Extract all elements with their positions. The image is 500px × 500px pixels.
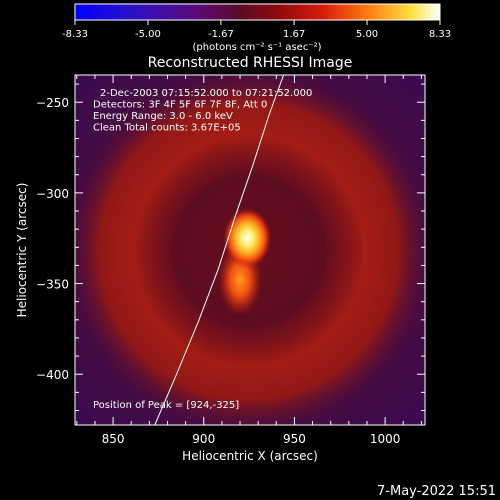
y-tick-label: −350: [36, 278, 69, 292]
annotation-line: Clean Total counts: 3.67E+05: [93, 123, 241, 134]
colorbar-tick-label: 5.00: [356, 29, 378, 40]
y-axis: −250 −300 −350 −400: [36, 83, 425, 411]
colorbar: -8.33 -5.00 -1.67 1.67 5.00 8.33 (photons cm⁻…: [62, 3, 451, 53]
footer-date: 7-May-2022 15:51: [377, 484, 496, 499]
x-tick-label: 1000: [370, 432, 401, 446]
y-axis-label: Heliocentric Y (arcsec): [15, 183, 29, 318]
colorbar-tick-label: -5.00: [135, 29, 161, 40]
y-tick-label: −300: [36, 187, 69, 201]
colorbar-tick-label: -8.33: [62, 29, 88, 40]
colorbar-tick-label: -1.67: [208, 29, 234, 40]
annotation-line: Detectors: 3F 4F 5F 6F 7F 8F, Att 0: [93, 100, 267, 111]
annotation-line: Energy Range: 3.0 - 6.0 keV: [93, 111, 233, 122]
y-tick-label: −400: [36, 368, 69, 382]
annotations: 2-Dec-2003 07:15:52.000 to 07:21:52.000D…: [93, 88, 312, 134]
annotation-line: 2-Dec-2003 07:15:52.000 to 07:21:52.000: [100, 88, 312, 99]
peak-position-label: Position of Peak = [924,-325]: [93, 400, 239, 411]
plot-frame: [74, 74, 426, 426]
colorbar-unit-label: (photons cm⁻² s⁻¹ asec⁻²): [192, 42, 321, 53]
image-emission-layer: [75, 75, 425, 425]
colorbar-tick-label: 1.67: [283, 29, 305, 40]
colorbar-ticks: -8.33 -5.00 -1.67 1.67 5.00 8.33: [62, 20, 451, 40]
heatmap-image: [75, 75, 425, 425]
x-tick-label: 950: [283, 432, 306, 446]
chart-title: Reconstructed RHESSI Image: [148, 55, 353, 71]
peak-source: [223, 208, 272, 269]
x-tick-label: 900: [192, 432, 215, 446]
solar-limb-line: [154, 75, 285, 425]
x-axis: 850 900 950 1000: [76, 75, 422, 446]
colorbar-tick-label: 8.33: [429, 29, 451, 40]
x-tick-label: 850: [102, 432, 125, 446]
x-axis-label: Heliocentric X (arcsec): [182, 449, 318, 463]
y-tick-label: −250: [36, 96, 69, 110]
colorbar-gradient: [74, 3, 441, 21]
